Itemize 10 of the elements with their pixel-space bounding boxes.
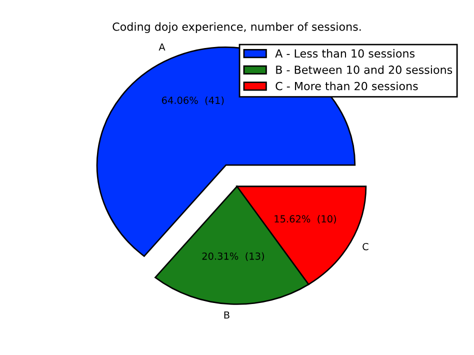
data-label: 15.62% (10) bbox=[274, 215, 336, 224]
legend-label: C - More than 20 sessions bbox=[276, 82, 418, 90]
text: A bbox=[158, 43, 166, 51]
data-label: 20.31% (13) bbox=[202, 252, 264, 261]
text: B bbox=[224, 311, 230, 319]
text: C bbox=[362, 242, 368, 250]
legend-label: B - Between 10 and 20 sessions bbox=[276, 65, 452, 74]
data-label: 64.06% (41) bbox=[162, 96, 224, 106]
chart-title: Coding dojo experience, number of sessions. bbox=[112, 22, 361, 34]
legend-label: A - Less than 10 sessions bbox=[275, 49, 415, 58]
